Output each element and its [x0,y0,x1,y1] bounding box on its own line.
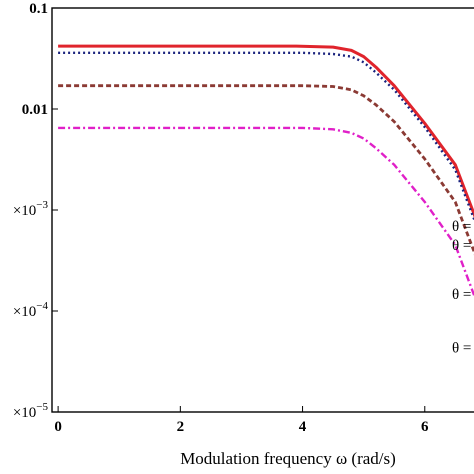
x-axis-title: Modulation frequency ω (rad/s) [180,449,396,468]
y-tick-label: 0.1 [29,1,48,17]
series-line-0 [58,44,474,219]
y-tick-label-exponent: −4 [36,300,48,312]
series-layer [58,44,474,299]
y-tick-label-base: ×10 [13,405,36,421]
series-line-2 [58,84,474,256]
y-tick-label: ×10−5 [13,401,49,421]
y-tick-label: ×10−3 [13,199,49,219]
y-tick-label: 0.01 [22,102,48,118]
series-line-3 [58,126,474,299]
series-line-1 [58,51,474,223]
x-tick-label: 2 [177,419,185,435]
y-tick-label-exponent: −5 [36,401,48,413]
x-axis-ticks: 0 2 4 6 [54,406,429,435]
y-tick-label: ×10−4 [13,300,49,320]
y-tick-label-exponent: −3 [36,199,48,211]
series-label-0: θ = [452,219,471,235]
series-labels: θ = θ = θ = θ = [452,219,471,357]
series-label-3: θ = [452,341,471,357]
x-tick-label: 0 [54,419,62,435]
plot-frame [51,7,474,413]
y-tick-label-base: ×10 [13,203,36,219]
series-label-1: θ = [452,238,471,254]
y-axis-ticks: 0.10.01×10−3×10−4×10−5 [13,1,58,421]
x-tick-label: 6 [421,419,429,435]
y-tick-label-base: ×10 [13,304,36,320]
x-tick-label: 4 [299,419,307,435]
series-label-2: θ = [452,287,471,303]
